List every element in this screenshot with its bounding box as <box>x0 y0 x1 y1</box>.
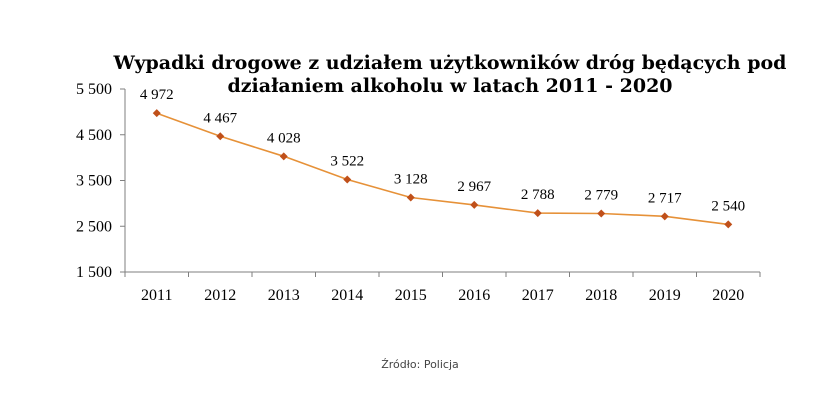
data-point-marker <box>152 109 161 118</box>
x-tick-label: 2015 <box>395 287 427 304</box>
data-point-marker <box>470 200 479 209</box>
data-label: 2 788 <box>521 187 555 203</box>
x-tick-label: 2011 <box>141 287 172 304</box>
data-label: 2 717 <box>648 190 682 206</box>
data-label: 4 972 <box>140 87 174 103</box>
data-label: 3 522 <box>330 153 364 169</box>
source-note: Źródło: Policja <box>381 358 459 371</box>
y-tick-label: 4 500 <box>76 127 112 144</box>
series <box>152 109 733 229</box>
y-tick-label: 3 500 <box>76 173 112 190</box>
data-label: 3 128 <box>394 172 428 188</box>
x-axis-ticks: 2011 2012 2013 2014 2015 2016 2017 2018 2019 2020 <box>124 272 761 304</box>
x-tick-label: 2020 <box>712 287 744 304</box>
series-line <box>156 112 729 226</box>
data-point-marker <box>343 175 352 184</box>
y-tick-label: 2 500 <box>76 218 112 235</box>
data-labels: 4 972 4 467 4 028 3 522 3 128 2 967 2 788 2 779… <box>140 87 745 214</box>
y-tick-label: 5 500 <box>76 81 112 98</box>
chart-title-line-1: Wypadki drogowe z udziałem użytkowników … <box>113 52 787 74</box>
data-label: 4 028 <box>267 130 301 146</box>
y-tick-label: 1 500 <box>76 264 112 281</box>
data-label: 2 967 <box>457 179 491 195</box>
data-point-marker <box>406 193 415 202</box>
y-axis-ticks: 5 500 4 500 3 500 2 500 1 500 <box>76 81 125 281</box>
x-tick-label: 2018 <box>585 287 617 304</box>
x-tick-label: 2013 <box>268 287 300 304</box>
data-point-marker <box>724 220 733 229</box>
data-label: 2 779 <box>584 187 618 203</box>
data-label: 2 540 <box>711 198 745 214</box>
chart-title-line-2: działaniem alkoholu w latach 2011 - 2020 <box>227 75 672 97</box>
data-point-marker <box>216 132 225 141</box>
data-point-marker <box>533 209 542 218</box>
data-label: 4 467 <box>203 110 237 126</box>
x-tick-label: 2014 <box>331 287 363 304</box>
data-point-marker <box>597 209 606 218</box>
x-tick-label: 2017 <box>522 287 554 304</box>
x-tick-label: 2016 <box>458 287 490 304</box>
x-tick-label: 2012 <box>204 287 236 304</box>
x-tick-label: 2019 <box>649 287 681 304</box>
data-point-marker <box>279 152 288 161</box>
data-point-marker <box>660 212 669 221</box>
